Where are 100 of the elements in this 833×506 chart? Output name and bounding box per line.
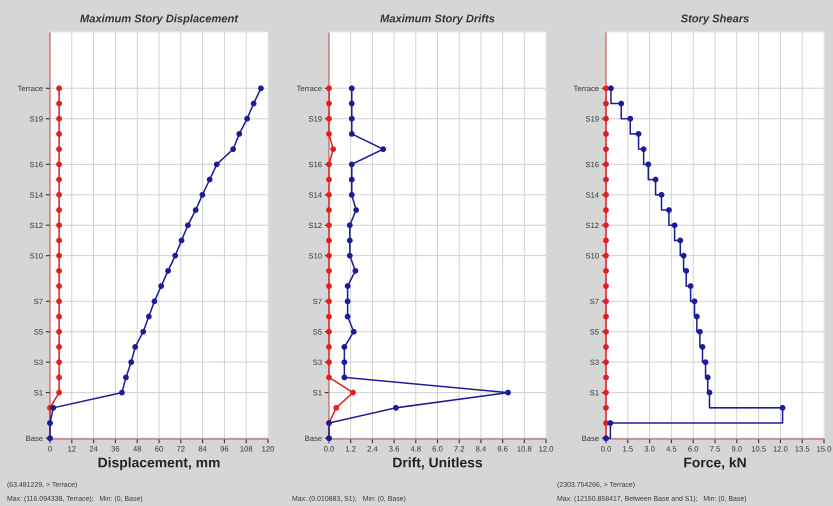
point <box>348 176 355 182</box>
point <box>326 131 332 137</box>
point <box>140 328 146 335</box>
point <box>603 420 609 426</box>
point <box>56 344 62 350</box>
point <box>344 314 351 320</box>
point <box>326 298 332 304</box>
point <box>250 100 257 106</box>
point <box>56 268 62 274</box>
point <box>346 238 353 244</box>
point <box>704 374 711 380</box>
point <box>172 252 178 259</box>
point <box>230 146 236 152</box>
point <box>56 161 62 168</box>
point <box>603 298 609 304</box>
point <box>244 116 250 122</box>
point <box>56 100 62 106</box>
point <box>326 85 332 92</box>
point <box>50 404 56 411</box>
point <box>341 359 348 366</box>
point <box>326 252 332 259</box>
point <box>56 131 62 137</box>
point <box>56 222 62 228</box>
point <box>603 314 609 320</box>
point <box>344 283 351 290</box>
x-axis-title: Displacement, mm <box>98 457 220 470</box>
point <box>326 314 332 320</box>
point <box>326 192 332 198</box>
chart-title: Maximum Story Displacement <box>80 14 238 25</box>
point <box>688 283 694 290</box>
point <box>132 344 138 350</box>
point <box>603 374 609 380</box>
point <box>603 359 609 366</box>
point <box>236 131 242 137</box>
chart-title: Maximum Story Drifts <box>380 14 495 25</box>
point <box>326 116 332 122</box>
point <box>56 207 62 213</box>
chart-title: Story Shears <box>680 14 749 25</box>
point <box>165 268 171 274</box>
point <box>603 283 609 290</box>
point <box>341 374 348 380</box>
point <box>56 146 62 152</box>
point <box>603 328 609 335</box>
point <box>326 283 332 290</box>
point <box>56 238 62 244</box>
point <box>603 116 609 122</box>
point <box>146 314 152 320</box>
point <box>326 100 332 106</box>
point <box>348 161 355 168</box>
point <box>56 390 62 396</box>
point <box>636 131 642 137</box>
point <box>505 390 511 396</box>
point <box>326 161 332 168</box>
point <box>380 146 386 152</box>
point <box>56 283 62 290</box>
point <box>123 374 129 380</box>
point <box>700 344 706 350</box>
point <box>350 390 356 396</box>
point <box>341 344 348 350</box>
point <box>326 344 332 350</box>
point <box>780 404 786 411</box>
point <box>696 328 703 335</box>
point <box>326 328 332 335</box>
point <box>56 192 62 198</box>
point <box>326 207 332 213</box>
point <box>158 283 164 290</box>
point <box>603 238 609 244</box>
point <box>603 404 609 411</box>
point <box>692 298 698 304</box>
point <box>56 85 62 92</box>
point <box>603 390 609 396</box>
point <box>56 374 62 380</box>
point <box>694 314 700 320</box>
point <box>603 344 609 350</box>
point <box>258 85 264 92</box>
point <box>603 100 609 106</box>
point <box>56 252 62 259</box>
point <box>680 252 687 259</box>
point <box>603 161 609 168</box>
point <box>56 298 62 304</box>
point <box>608 85 614 92</box>
point <box>672 222 678 228</box>
point <box>326 176 332 182</box>
point <box>348 192 355 198</box>
point <box>603 176 609 182</box>
point <box>56 176 62 182</box>
point <box>603 268 609 274</box>
point <box>603 192 609 198</box>
point <box>392 404 399 411</box>
point <box>603 222 609 228</box>
point <box>607 420 614 426</box>
point <box>326 359 332 366</box>
point <box>346 222 353 228</box>
point <box>56 314 62 320</box>
point <box>627 116 634 122</box>
point <box>603 252 609 259</box>
x-axis-title: Drift, Unitless <box>393 457 482 470</box>
point <box>330 146 336 152</box>
point <box>333 404 340 411</box>
point <box>152 298 158 304</box>
